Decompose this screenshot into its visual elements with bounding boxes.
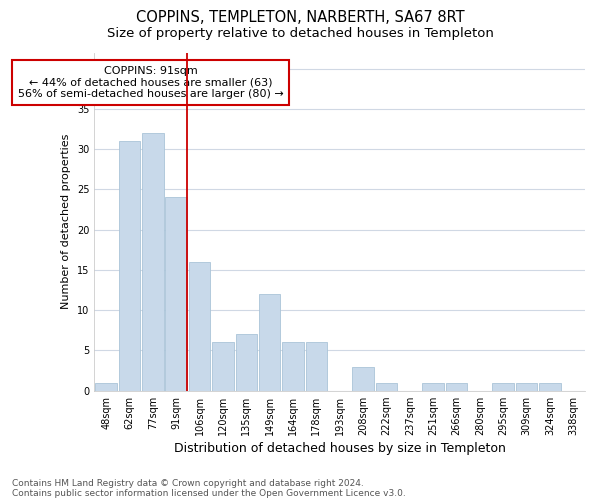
- Bar: [119, 141, 140, 390]
- Bar: [493, 382, 514, 390]
- Bar: [539, 382, 561, 390]
- Text: Size of property relative to detached houses in Templeton: Size of property relative to detached ho…: [107, 28, 493, 40]
- Bar: [166, 198, 187, 390]
- Bar: [352, 366, 374, 390]
- Text: Contains public sector information licensed under the Open Government Licence v3: Contains public sector information licen…: [12, 488, 406, 498]
- Bar: [212, 342, 233, 390]
- Bar: [305, 342, 327, 390]
- Text: Contains HM Land Registry data © Crown copyright and database right 2024.: Contains HM Land Registry data © Crown c…: [12, 478, 364, 488]
- Bar: [142, 133, 164, 390]
- Bar: [422, 382, 444, 390]
- X-axis label: Distribution of detached houses by size in Templeton: Distribution of detached houses by size …: [174, 442, 506, 455]
- Text: COPPINS: 91sqm
← 44% of detached houses are smaller (63)
56% of semi-detached ho: COPPINS: 91sqm ← 44% of detached houses …: [18, 66, 284, 99]
- Bar: [446, 382, 467, 390]
- Bar: [189, 262, 210, 390]
- Bar: [516, 382, 538, 390]
- Bar: [236, 334, 257, 390]
- Bar: [376, 382, 397, 390]
- Text: COPPINS, TEMPLETON, NARBERTH, SA67 8RT: COPPINS, TEMPLETON, NARBERTH, SA67 8RT: [136, 10, 464, 25]
- Y-axis label: Number of detached properties: Number of detached properties: [61, 134, 71, 310]
- Bar: [95, 382, 117, 390]
- Bar: [282, 342, 304, 390]
- Bar: [259, 294, 280, 390]
